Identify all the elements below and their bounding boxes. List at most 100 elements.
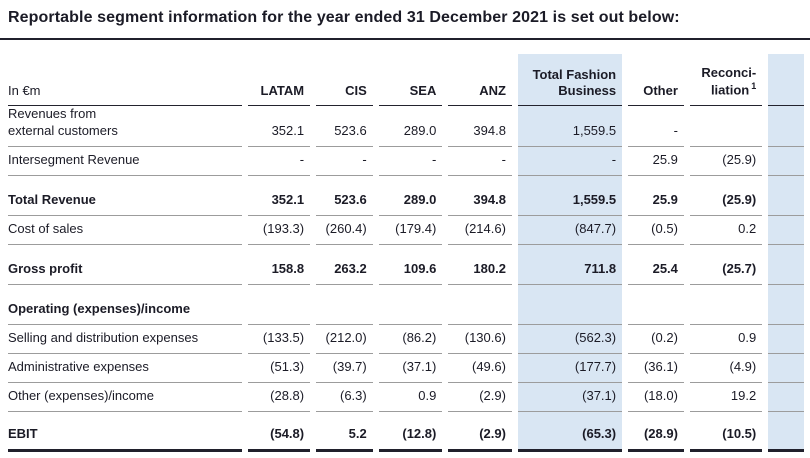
cutoff-column-cell: [768, 106, 804, 147]
table-row: Intersegment Revenue - - - - - 25.9 (25.…: [8, 146, 804, 176]
spacer-cell: [316, 245, 373, 256]
spacer-cell: [690, 412, 762, 423]
table-row: Cost of sales (193.3) (260.4) (179.4) (2…: [8, 215, 804, 245]
table-row: Operating (expenses)/income: [8, 295, 804, 325]
spacer-cell: [517, 284, 623, 296]
cell-value: [378, 296, 443, 325]
cell-value: 352.1: [247, 106, 311, 147]
cell-value: 352.1: [247, 187, 311, 216]
cell-value: 289.0: [378, 187, 443, 216]
cell-value: (177.7): [517, 353, 623, 383]
spacer-cell: [768, 284, 804, 296]
spacer-cell: [379, 176, 443, 187]
spacer-cell: [316, 412, 373, 423]
spacer-cell: [517, 411, 623, 423]
cell-value: (37.1): [378, 354, 443, 383]
cell-value: (130.6): [448, 325, 512, 354]
cell-value: 289.0: [378, 106, 443, 147]
table-row: Selling and distribution expenses (133.5…: [8, 324, 804, 354]
row-label: Gross profit: [8, 256, 242, 285]
cell-value: 25.9: [628, 147, 684, 176]
cell-value: (193.3): [247, 216, 311, 245]
spacer-cell: [8, 412, 242, 423]
cell-value: 0.2: [689, 216, 763, 245]
cell-value: -: [517, 146, 623, 176]
spacer-cell: [690, 176, 762, 187]
spacer-cell: [379, 412, 443, 423]
table-body: Revenues from external customers 352.1 5…: [8, 106, 804, 452]
col-header-other: Other: [628, 54, 684, 106]
spacer-cell: [768, 411, 804, 423]
cell-value: [689, 106, 763, 147]
cutoff-column-cell: [768, 324, 804, 354]
cell-value: (10.5): [689, 423, 763, 452]
cell-value: (133.5): [247, 325, 311, 354]
cell-value: (6.3): [316, 383, 373, 412]
spacer-cell: [690, 245, 762, 256]
cell-value: (214.6): [448, 216, 512, 245]
row-label: Selling and distribution expenses: [8, 325, 242, 354]
row-label: Operating (expenses)/income: [8, 296, 242, 325]
cell-value: (0.5): [628, 216, 684, 245]
cell-value: (0.2): [628, 325, 684, 354]
cell-value: 0.9: [378, 383, 443, 412]
cell-value: (2.9): [448, 423, 512, 452]
cell-value: 0.9: [689, 325, 763, 354]
col-header-cutoff-column: [768, 54, 804, 106]
row-label: Other (expenses)/income: [8, 383, 242, 412]
footnote-marker: 1: [751, 81, 757, 92]
cell-value: [316, 296, 373, 325]
table-row: EBIT (54.8) 5.2 (12.8) (2.9) (65.3) (28.…: [8, 422, 804, 452]
cell-value: 1,559.5: [517, 106, 623, 147]
spacer-cell: [248, 285, 310, 296]
col-header-cis: CIS: [316, 54, 373, 106]
spacer-row: [8, 244, 804, 256]
cell-value: 5.2: [316, 423, 373, 452]
cell-value: 19.2: [689, 383, 763, 412]
cutoff-column-cell: [768, 353, 804, 383]
table-row: Total Revenue 352.1 523.6 289.0 394.8 1,…: [8, 186, 804, 216]
cell-value: (4.9): [689, 354, 763, 383]
col-header-reconciliation-label: Reconci- liation: [701, 65, 757, 98]
row-label: Administrative expenses: [8, 354, 242, 383]
col-header-reconciliation: Reconci- liation 1: [689, 54, 763, 106]
cell-value: (49.6): [448, 354, 512, 383]
spacer-cell: [690, 285, 762, 296]
cell-value: (51.3): [247, 354, 311, 383]
cell-value: (39.7): [316, 354, 373, 383]
cutoff-column-cell: [768, 382, 804, 412]
spacer-cell: [379, 245, 443, 256]
row-label: Revenues from external customers: [8, 106, 242, 147]
spacer-cell: [628, 245, 684, 256]
cell-value: (179.4): [378, 216, 443, 245]
segment-table: In €m LATAM CIS SEA ANZ Total Fashion Bu…: [2, 54, 810, 452]
spacer-cell: [448, 285, 512, 296]
cell-value: [247, 296, 311, 325]
cutoff-column-cell: [768, 255, 804, 285]
cell-value: (36.1): [628, 354, 684, 383]
cell-value: (28.9): [628, 423, 684, 452]
cell-value: (562.3): [517, 324, 623, 354]
cell-value: -: [628, 106, 684, 147]
cell-value: -: [316, 147, 373, 176]
cutoff-column-cell: [768, 295, 804, 325]
col-header-total-fashion-business: Total Fashion Business: [517, 54, 623, 106]
spacer-cell: [448, 412, 512, 423]
spacer-cell: [248, 176, 310, 187]
cell-value: 1,559.5: [517, 186, 623, 216]
spacer-cell: [316, 285, 373, 296]
cell-value: [517, 295, 623, 325]
cell-value: (25.9): [689, 187, 763, 216]
row-label: Intersegment Revenue: [8, 147, 242, 176]
spacer-cell: [517, 244, 623, 256]
spacer-row: [8, 175, 804, 187]
spacer-cell: [768, 175, 804, 187]
spacer-cell: [248, 245, 310, 256]
table-row: Other (expenses)/income (28.8) (6.3) 0.9…: [8, 382, 804, 412]
col-header-sea: SEA: [378, 54, 443, 106]
cell-value: -: [378, 147, 443, 176]
cell-value: 109.6: [378, 256, 443, 285]
unit-label: In €m: [8, 54, 242, 106]
spacer-cell: [379, 285, 443, 296]
cell-value: (25.9): [689, 147, 763, 176]
